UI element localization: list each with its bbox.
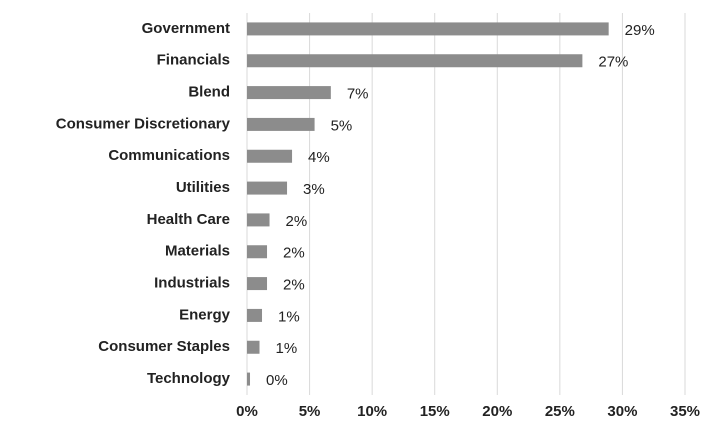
bar (247, 277, 268, 291)
category-label: Energy (179, 306, 231, 323)
value-label: 0% (266, 372, 288, 389)
category-label: Financials (157, 52, 230, 69)
bar (247, 149, 293, 163)
x-tick-label: 30% (607, 403, 637, 420)
bar (247, 22, 609, 36)
category-label: Technology (147, 370, 231, 387)
value-label: 2% (283, 277, 305, 294)
x-tick-label: 35% (670, 403, 700, 420)
value-label: 2% (283, 245, 305, 262)
value-label: 29% (625, 22, 655, 39)
value-label: 5% (331, 117, 353, 134)
x-tick-label: 15% (420, 403, 450, 420)
bar (247, 181, 288, 195)
category-label: Blend (188, 84, 230, 101)
value-label: 1% (278, 308, 300, 325)
bar (247, 372, 251, 386)
bar (247, 213, 270, 227)
category-label: Consumer Staples (98, 338, 230, 355)
x-tick-label: 25% (545, 403, 575, 420)
bar (247, 308, 263, 322)
category-label: Consumer Discretionary (56, 115, 231, 132)
x-tick-label: 5% (299, 403, 321, 420)
category-label: Materials (165, 243, 230, 260)
value-label: 1% (276, 340, 298, 357)
category-label: Health Care (147, 211, 230, 228)
category-label: Industrials (154, 275, 230, 292)
x-tick-label: 10% (357, 403, 387, 420)
x-tick-label: 0% (236, 403, 258, 420)
x-tick-label: 20% (482, 403, 512, 420)
value-label: 2% (286, 213, 308, 230)
bar (247, 245, 268, 259)
category-label: Utilities (176, 179, 230, 196)
value-label: 7% (347, 86, 369, 103)
value-label: 3% (303, 181, 325, 198)
bar (247, 54, 583, 68)
category-label: Government (142, 20, 230, 37)
category-label: Communications (108, 147, 230, 164)
bar (247, 86, 331, 100)
bar (247, 117, 315, 131)
value-label: 27% (598, 54, 628, 71)
bar (247, 340, 260, 354)
value-label: 4% (308, 149, 330, 166)
